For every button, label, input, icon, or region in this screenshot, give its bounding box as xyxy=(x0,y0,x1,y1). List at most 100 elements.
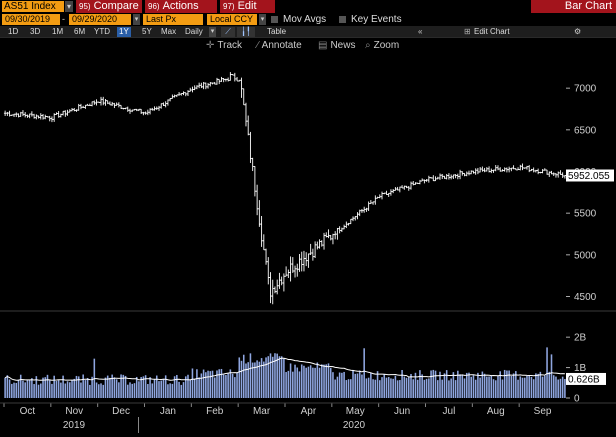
volume-bar xyxy=(521,377,524,398)
volume-bar xyxy=(341,372,343,398)
edit-chart-button[interactable]: Edit Chart xyxy=(474,27,510,36)
volume-bar xyxy=(254,362,256,398)
volume-bar xyxy=(347,379,350,398)
mov-avgs-checkbox[interactable] xyxy=(271,16,278,23)
volume-bar xyxy=(294,364,296,398)
currency-dropdown-icon[interactable]: ▾ xyxy=(259,14,266,25)
volume-bar xyxy=(31,378,33,398)
volume-bar xyxy=(526,376,528,398)
edit-chart-icon[interactable]: ⊞ xyxy=(464,27,471,36)
range-1m[interactable]: 1M xyxy=(52,27,64,36)
frequency-select[interactable]: Daily xyxy=(185,27,203,36)
price-axis: 4500500055006000650070005952.055 xyxy=(566,84,614,303)
volume-bar xyxy=(376,371,379,398)
volume-bar xyxy=(416,379,419,398)
chart-tools-toolbar: ✛ Track ∕ Annotate ▤ News ⌕ Zoom xyxy=(0,38,616,53)
zoom-button[interactable]: ⌕ Zoom xyxy=(365,40,399,52)
volume-bar xyxy=(459,374,461,398)
volume-bar xyxy=(445,370,448,398)
volume-bar xyxy=(287,370,290,398)
volume-bar xyxy=(550,354,553,398)
range-5y[interactable]: 5Y xyxy=(142,27,152,36)
table-button[interactable]: Table xyxy=(267,27,287,36)
price-tick-label: 4500 xyxy=(574,292,597,303)
end-date-field[interactable]: 09/29/2020 xyxy=(69,14,131,25)
actions-label: Actions xyxy=(162,0,199,12)
range-max[interactable]: Max xyxy=(161,27,177,36)
volume-bar xyxy=(229,369,232,398)
volume-bar xyxy=(307,366,310,398)
price-volume-chart[interactable]: 4500500055006000650070005952.055 2B1B00.… xyxy=(0,53,616,437)
volume-bar xyxy=(401,369,403,398)
volume-bar xyxy=(494,380,497,398)
frequency-dropdown-icon[interactable]: ▾ xyxy=(209,27,216,37)
date-separator: - xyxy=(62,14,65,24)
volume-bar xyxy=(19,374,22,398)
volume-bar xyxy=(407,377,410,398)
bar-chart-type-icon[interactable]: ╽╿ xyxy=(237,27,255,37)
volume-bar xyxy=(443,373,446,398)
annotate-button[interactable]: ∕ Annotate xyxy=(257,40,302,52)
volume-bar xyxy=(541,376,544,398)
volume-bar xyxy=(184,376,187,398)
volume-bar xyxy=(479,377,481,398)
range-3d[interactable]: 3D xyxy=(30,27,41,36)
month-label: Oct xyxy=(20,406,36,417)
volume-bar xyxy=(151,383,154,398)
range-ytd[interactable]: YTD xyxy=(94,27,110,36)
key-events-checkbox[interactable] xyxy=(339,16,346,23)
volume-bar xyxy=(419,370,421,398)
start-date-field[interactable]: 09/30/2019 xyxy=(2,14,60,25)
volume-bar xyxy=(557,379,559,398)
volume-bar xyxy=(428,378,430,398)
range-1d[interactable]: 1D xyxy=(8,27,19,36)
volume-bar xyxy=(285,372,287,398)
track-button[interactable]: ✛ Track xyxy=(206,40,242,52)
range-1y[interactable]: 1Y xyxy=(117,27,131,37)
year-label: 2019 xyxy=(63,420,86,431)
price-field[interactable]: Last Px xyxy=(143,14,203,25)
range-toolbar: 1D 3D 1M 6M YTD 1Y 5Y Max Daily ▾ ⟋ ╽╿ T… xyxy=(0,26,616,38)
volume-bar xyxy=(17,379,20,398)
actions-button[interactable]: 96) Actions xyxy=(145,0,217,13)
volume-bar xyxy=(6,375,9,398)
volume-tick-label: 1B xyxy=(574,363,587,374)
volume-bar xyxy=(149,377,151,398)
volume-bar xyxy=(62,375,64,398)
volume-bar xyxy=(457,370,459,398)
range-6m[interactable]: 6M xyxy=(74,27,86,36)
ticker-dropdown-icon[interactable]: ▾ xyxy=(65,1,73,12)
chart-area[interactable]: 4500500055006000650070005952.055 2B1B00.… xyxy=(0,53,616,437)
volume-bar xyxy=(263,361,265,398)
double-chevron-left-icon[interactable]: « xyxy=(418,27,423,36)
volume-bar xyxy=(276,353,278,398)
mov-avgs-label: Mov Avgs xyxy=(283,14,327,25)
crosshair-icon: ✛ xyxy=(206,40,215,51)
compare-button[interactable]: 95) Compare xyxy=(76,0,142,13)
volume-bar xyxy=(13,382,15,398)
volume-bar xyxy=(448,380,450,398)
currency-field[interactable]: Local CCY xyxy=(207,14,257,25)
volume-bar xyxy=(454,380,457,398)
news-button[interactable]: ▤ News xyxy=(318,40,355,52)
volume-bar xyxy=(111,374,113,398)
ticker-field[interactable]: AS51 Index xyxy=(2,1,64,12)
volume-bar xyxy=(104,377,107,398)
volume-bar xyxy=(452,372,455,398)
top-toolbar: AS51 Index ▾ 95) Compare 96) Actions 97) Ed… xyxy=(0,0,616,13)
price-tick-label: 6500 xyxy=(574,125,597,136)
volume-bar xyxy=(309,365,312,398)
volume-bar xyxy=(461,375,464,398)
volume-bar xyxy=(69,382,71,398)
volume-bar xyxy=(497,375,499,398)
volume-bar xyxy=(227,373,229,398)
year-label: 2020 xyxy=(343,420,366,431)
volume-bar xyxy=(343,371,345,398)
edit-button[interactable]: 97) Edit xyxy=(220,0,275,13)
volume-bar xyxy=(399,380,401,398)
volume-bar xyxy=(40,383,42,398)
end-date-dropdown-icon[interactable]: ▾ xyxy=(133,14,140,25)
gear-icon[interactable]: ⚙ xyxy=(574,27,582,36)
volume-bar xyxy=(28,379,31,398)
line-chart-type-icon[interactable]: ⟋ xyxy=(221,27,235,37)
